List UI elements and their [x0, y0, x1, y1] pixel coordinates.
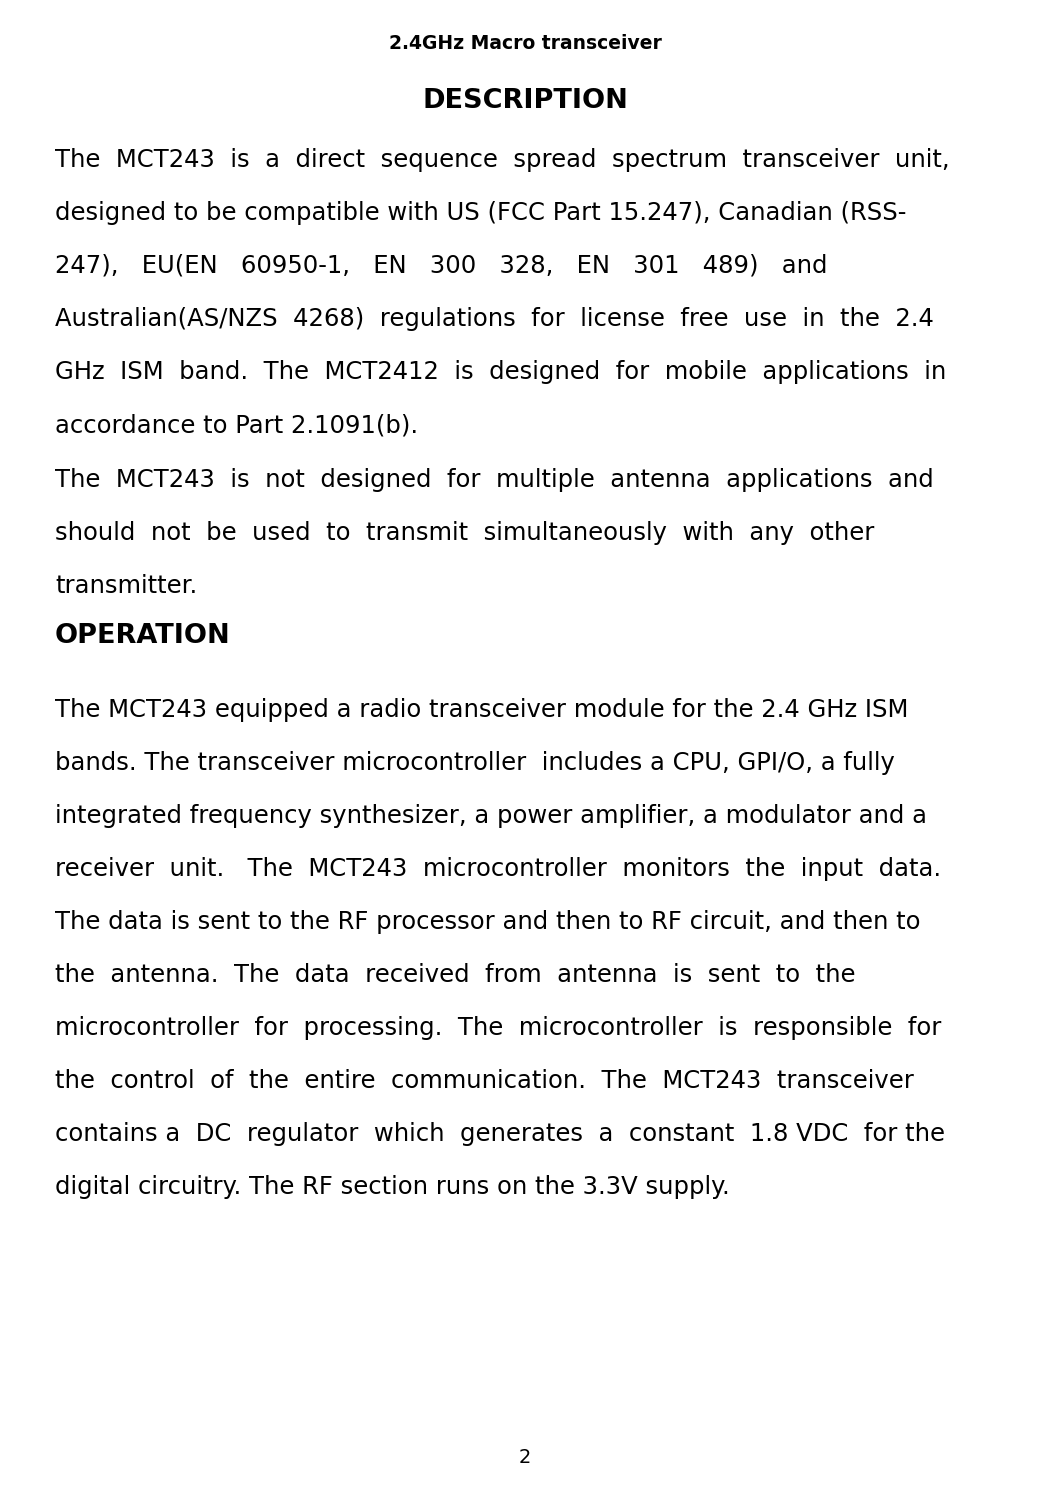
Text: 2.4GHz Macro transceiver: 2.4GHz Macro transceiver — [388, 34, 662, 54]
Text: accordance to Part 2.1091(b).: accordance to Part 2.1091(b). — [55, 414, 418, 437]
Text: receiver  unit.   The  MCT243  microcontroller  monitors  the  input  data.: receiver unit. The MCT243 microcontrolle… — [55, 857, 941, 881]
Text: The  MCT243  is  not  designed  for  multiple  antenna  applications  and: The MCT243 is not designed for multiple … — [55, 469, 933, 493]
Text: integrated frequency synthesizer, a power amplifier, a modulator and a: integrated frequency synthesizer, a powe… — [55, 804, 927, 827]
Text: bands. The transceiver microcontroller  includes a CPU, GPI/O, a fully: bands. The transceiver microcontroller i… — [55, 751, 895, 775]
Text: GHz  ISM  band.  The  MCT2412  is  designed  for  mobile  applications  in: GHz ISM band. The MCT2412 is designed fo… — [55, 360, 946, 384]
Text: the  control  of  the  entire  communication.  The  MCT243  transceiver: the control of the entire communication.… — [55, 1068, 914, 1094]
Text: digital circuitry. The RF section runs on the 3.3V supply.: digital circuitry. The RF section runs o… — [55, 1176, 730, 1199]
Text: 2: 2 — [519, 1448, 531, 1467]
Text: The MCT243 equipped a radio transceiver module for the 2.4 GHz ISM: The MCT243 equipped a radio transceiver … — [55, 698, 908, 722]
Text: The data is sent to the RF processor and then to RF circuit, and then to: The data is sent to the RF processor and… — [55, 911, 921, 934]
Text: designed to be compatible with US (FCC Part 15.247), Canadian (RSS-: designed to be compatible with US (FCC P… — [55, 201, 906, 225]
Text: contains a  DC  regulator  which  generates  a  constant  1.8 VDC  for the: contains a DC regulator which generates … — [55, 1122, 945, 1146]
Text: Australian(AS/NZS  4268)  regulations  for  license  free  use  in  the  2.4: Australian(AS/NZS 4268) regulations for … — [55, 307, 933, 330]
Text: OPERATION: OPERATION — [55, 623, 231, 649]
Text: transmitter.: transmitter. — [55, 574, 197, 598]
Text: DESCRIPTION: DESCRIPTION — [422, 88, 628, 115]
Text: The  MCT243  is  a  direct  sequence  spread  spectrum  transceiver  unit,: The MCT243 is a direct sequence spread s… — [55, 147, 949, 173]
Text: the  antenna.  The  data  received  from  antenna  is  sent  to  the: the antenna. The data received from ante… — [55, 963, 856, 987]
Text: microcontroller  for  processing.  The  microcontroller  is  responsible  for: microcontroller for processing. The micr… — [55, 1016, 942, 1040]
Text: 247),   EU(EN   60950-1,   EN   300   328,   EN   301   489)   and: 247), EU(EN 60950-1, EN 300 328, EN 301 … — [55, 254, 827, 278]
Text: should  not  be  used  to  transmit  simultaneously  with  any  other: should not be used to transmit simultane… — [55, 521, 875, 545]
